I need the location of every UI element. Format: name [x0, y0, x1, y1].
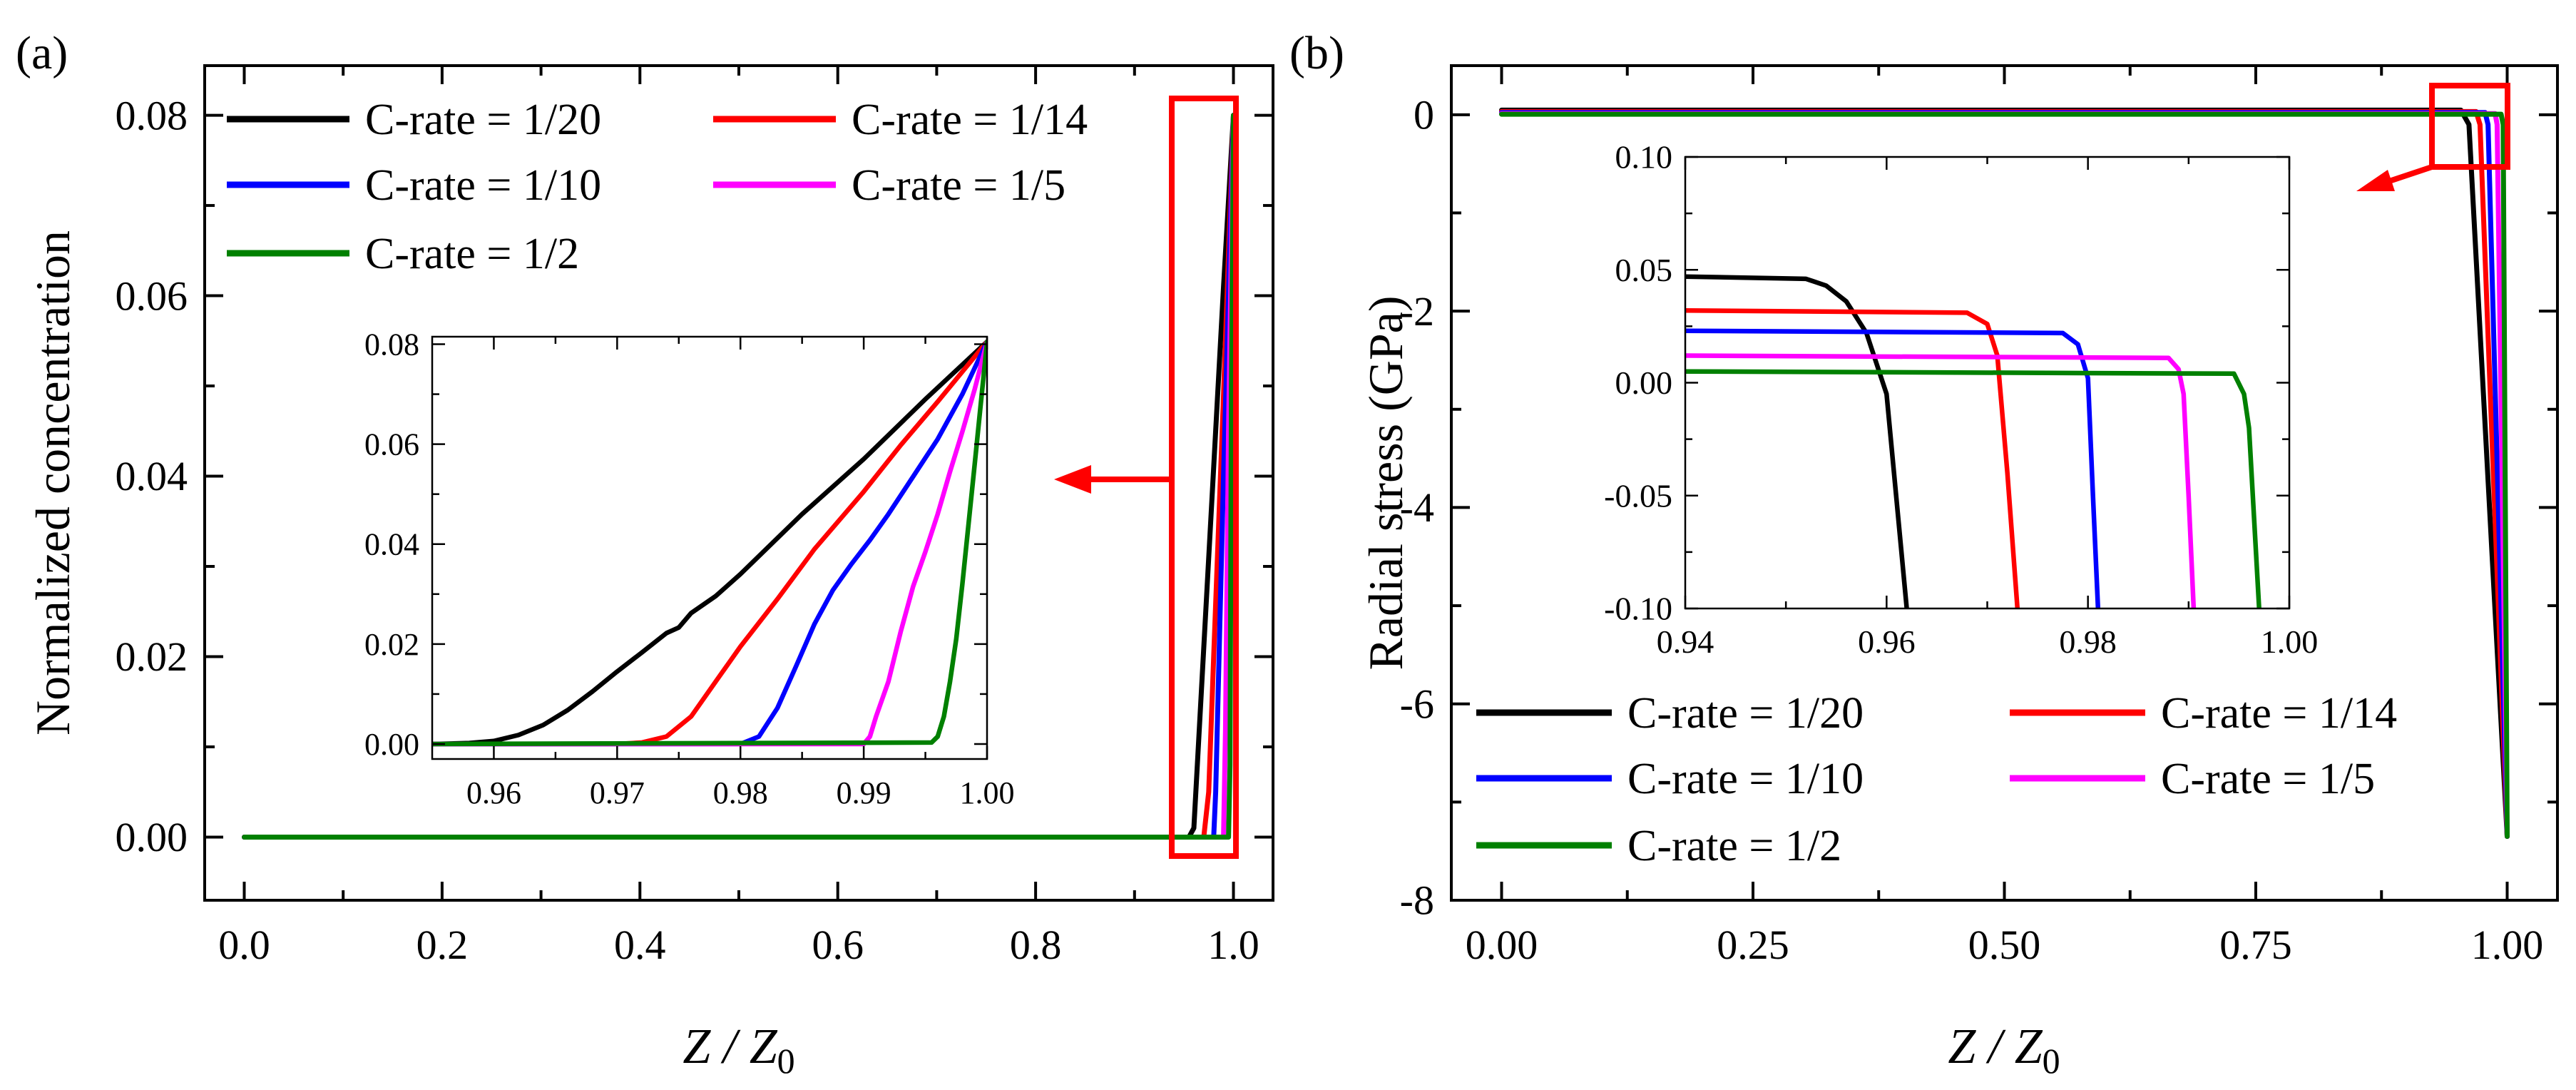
panel-b-inset-y-tick-label: 0.10 — [1615, 139, 1673, 175]
panel-a-x-tick-label: 0.4 — [614, 922, 666, 968]
panel-b-y-axis-label: Radial stress (GPa) — [1359, 295, 1413, 670]
panel-b-x-axis-label: Z / Z0 — [1948, 1019, 2060, 1081]
panel-b-y-tick-label: -4 — [1400, 484, 1434, 531]
panel-b-inset-x-tick-label: 0.98 — [2059, 623, 2117, 660]
panel-a-inset-y-tick-label: 0.02 — [364, 627, 419, 662]
panel-a-plot-frame — [203, 64, 1274, 902]
panel-b-inset-series-c-rate-1-14 — [1685, 307, 2020, 608]
panel-b-x-tick-label: 0.00 — [1466, 922, 1538, 968]
panel-a-y-tick-label: 0.04 — [116, 453, 188, 499]
panel-b-inset-y-tick-label: 0.00 — [1615, 365, 1673, 401]
panel-b-inset-frame — [1684, 156, 2291, 610]
panel-a-inset-y-tick-label: 0.00 — [364, 727, 419, 762]
panel-a-x-tick-label: 0.2 — [416, 922, 469, 968]
panel-b-y-tick-label: -2 — [1400, 288, 1434, 335]
panel-b-legend-label-c-rate-1-10: C-rate = 1/10 — [1627, 755, 1864, 803]
panel-a-x-tick-label: 0.8 — [1010, 922, 1062, 968]
panel-a-legend-label-c-rate-1-5: C-rate = 1/5 — [852, 161, 1065, 210]
panel-a-inset-x-tick-label: 0.99 — [837, 775, 891, 810]
panel-b: (b) 0.00 0.25 0.50 0.75 1.00 0 -2 -4 -6 -8 Radial… — [1289, 27, 2559, 1081]
panel-a-x-tick-label: 0.6 — [812, 922, 864, 968]
panel-b-y-tick-label: 0 — [1414, 92, 1434, 138]
panel-b-inset-y-tick-label: -0.10 — [1604, 591, 1672, 627]
panel-a-inset-series-c-rate-1-5 — [432, 339, 987, 747]
panel-b-y-tick-label: -8 — [1400, 877, 1434, 924]
panel-a-y-tick-label: 0.02 — [116, 633, 188, 680]
panel-a-inset-x-tick-label: 0.98 — [713, 775, 768, 810]
panel-a-y-tick-label: 0.00 — [116, 814, 188, 860]
panel-b-axes: 0.00 0.25 0.50 0.75 1.00 0 -2 -4 -6 -8 — [1400, 66, 2557, 968]
panel-a-inset-y-tick-label: 0.08 — [364, 327, 419, 362]
panel-b-series-c-rate-1-2 — [1499, 111, 2510, 839]
panel-a-inset-x-tick-label: 0.96 — [466, 775, 521, 810]
panel-b-legend-label-c-rate-1-14: C-rate = 1/14 — [2161, 689, 2397, 738]
panel-b-inset-series-c-rate-1-5 — [1685, 353, 2197, 608]
panel-a-inset-y-tick-label: 0.06 — [364, 427, 419, 462]
panel-b-legend-label-c-rate-1-5: C-rate = 1/5 — [2161, 755, 2375, 803]
panel-a-inset-x-tick-label: 0.97 — [590, 775, 645, 810]
panel-a-label: (a) — [16, 27, 68, 79]
panel-a-legend-label-c-rate-1-2: C-rate = 1/2 — [365, 230, 579, 278]
panel-b-inset-series — [1685, 274, 2261, 608]
panel-b-inset-y-tick-label: -0.05 — [1604, 477, 1672, 514]
panel-a-inset-background — [432, 337, 987, 759]
panel-a-series — [242, 113, 1236, 840]
panel-a-inset: 0.96 0.97 0.98 0.99 1.00 0.00 0.02 0.04 0.06 0.08 — [364, 327, 1015, 810]
panel-a-inset-series — [432, 339, 987, 747]
panel-b-inset-background — [1685, 157, 2289, 608]
panel-b-inset: 0.94 0.96 0.98 1.00 0.10 0.05 0.00 -0.05 -0.10 — [1604, 139, 2318, 660]
panel-a-series-c-rate-1-2 — [242, 113, 1236, 840]
panel-b-y-tick-label: -6 — [1400, 681, 1434, 727]
panel-b-x-tick-label: 0.25 — [1717, 922, 1789, 968]
panel-a-y-axis-label: Normalized concentration — [26, 230, 80, 735]
panel-b-label: (b) — [1289, 27, 1344, 79]
panel-a-legend-label-c-rate-1-14: C-rate = 1/14 — [852, 96, 1088, 144]
panel-b-inset-series-c-rate-1-20 — [1685, 274, 1909, 608]
panel-b-x-tick-label: 1.00 — [2471, 922, 2544, 968]
panel-b-inset-x-tick-label: 0.96 — [1858, 623, 1916, 660]
panel-a-y-tick-label: 0.06 — [116, 272, 188, 319]
panel-a-inset-y-tick-label: 0.04 — [364, 527, 419, 562]
panel-a-inset-series-c-rate-1-20 — [432, 339, 987, 747]
panel-a-legend-label-c-rate-1-20: C-rate = 1/20 — [365, 96, 601, 144]
panel-a-inset-series-c-rate-1-10 — [432, 339, 987, 747]
panel-b-legend: C-rate = 1/20 C-rate = 1/14 C-rate = 1/10 C… — [1476, 689, 2397, 870]
panel-a-legend-label-c-rate-1-10: C-rate = 1/10 — [365, 161, 601, 210]
panel-a-inset-series-c-rate-1-2 — [432, 339, 987, 747]
panel-a-x-tick-label: 0.0 — [218, 922, 270, 968]
panel-a-x-axis-label: Z / Z0 — [683, 1019, 794, 1081]
panel-b-highlight-box — [2429, 83, 2510, 170]
panel-a-x-tick-label: 1.0 — [1207, 922, 1259, 968]
panel-b-inset-y-tick-label: 0.05 — [1615, 252, 1673, 288]
panel-b-highlight-arrow-head — [2356, 170, 2395, 191]
panel-b-legend-label-c-rate-1-20: C-rate = 1/20 — [1627, 689, 1864, 738]
panel-a-legend: C-rate = 1/20 C-rate = 1/14 C-rate = 1/10 C… — [227, 96, 1088, 278]
panel-a-inset-x-tick-label: 1.00 — [960, 775, 1015, 810]
panel-a-inset-frame — [431, 335, 988, 760]
panel-b-inset-series-c-rate-1-10 — [1685, 328, 2101, 608]
panel-a: (a) 0.0 0.2 0.4 0.6 0.8 1.00.000.020.040.060.… — [16, 27, 1274, 1081]
panel-b-x-tick-label: 0.50 — [1968, 922, 2041, 968]
panel-b-inset-x-tick-label: 0.94 — [1657, 623, 1714, 660]
panel-a-highlight-arrow-head — [1054, 465, 1091, 494]
panel-b-inset-x-tick-label: 1.00 — [2261, 623, 2319, 660]
panel-b-legend-label-c-rate-1-2: C-rate = 1/2 — [1627, 822, 1841, 870]
panel-b-series — [1499, 107, 2510, 839]
panel-b-inset-series-c-rate-1-2 — [1685, 369, 2261, 608]
panel-b-x-tick-label: 0.75 — [2219, 922, 2292, 968]
panel-b-plot-frame — [1450, 64, 2559, 902]
panel-a-axes: 0.0 0.2 0.4 0.6 0.8 1.0 0.00 0.02 0.04 0.06 0.08 — [116, 66, 1273, 968]
panel-a-y-tick-label: 0.08 — [116, 92, 188, 138]
